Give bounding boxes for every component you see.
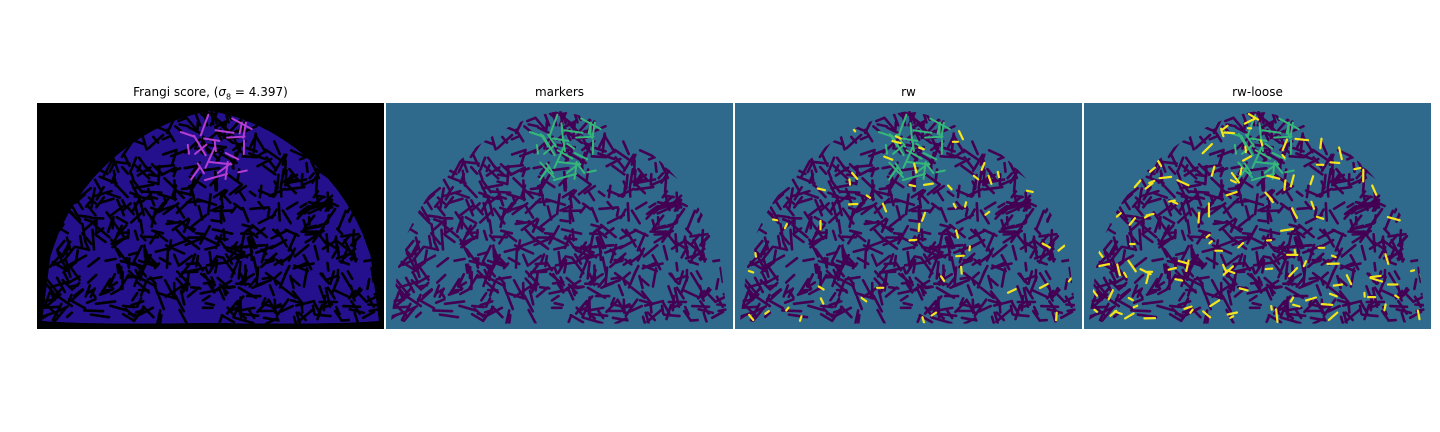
panel-title: markers xyxy=(534,85,585,99)
markers-image xyxy=(386,103,733,329)
panel-markers: markers xyxy=(386,84,733,329)
panel-title: rw-loose xyxy=(1232,85,1283,99)
panel-frangi: Frangi score, (σ8 = 4.397) xyxy=(37,84,384,329)
rw-loose-image xyxy=(1084,103,1431,329)
rw-image xyxy=(735,103,1082,329)
panel-title: Frangi score, (σ8 = 4.397) xyxy=(133,85,288,102)
panel-title: rw xyxy=(901,85,916,99)
frangi-image xyxy=(37,103,384,329)
panel-rw-loose: rw-loose xyxy=(1084,84,1431,329)
panel-rw: rw xyxy=(735,84,1082,329)
